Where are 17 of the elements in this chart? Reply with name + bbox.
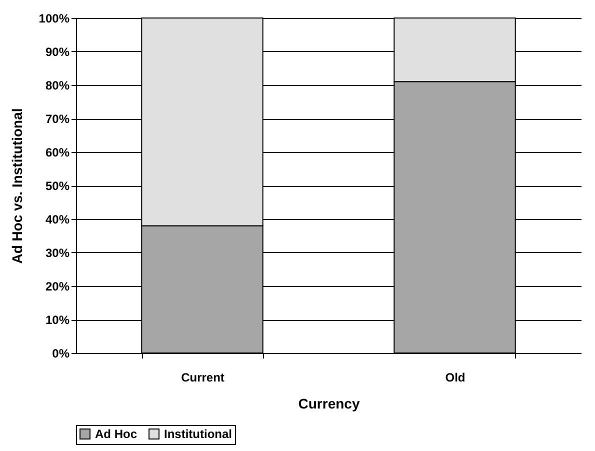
y-tick-label: 50% [45, 179, 70, 193]
y-tick-label: 20% [45, 280, 70, 294]
x-tick-label: Old [445, 370, 466, 384]
legend-label: Institutional [164, 427, 232, 441]
y-tick-label: 10% [45, 313, 70, 327]
y-axis-title: Ad Hoc vs. Institutional [8, 108, 25, 264]
y-tick-label: 100% [38, 12, 70, 26]
legend-label: Ad Hoc [95, 427, 138, 441]
y-tick-label: 70% [45, 112, 70, 126]
y-tick-label: 60% [45, 146, 70, 160]
y-tick-label: 40% [45, 212, 70, 226]
y-tick-label: 80% [45, 78, 70, 92]
y-tick-label: 30% [45, 246, 70, 260]
y-tick-label: 90% [45, 45, 70, 59]
x-axis-title: Currency [298, 396, 360, 412]
y-tick-label: 0% [52, 346, 70, 360]
x-tick-label: Current [181, 370, 224, 384]
